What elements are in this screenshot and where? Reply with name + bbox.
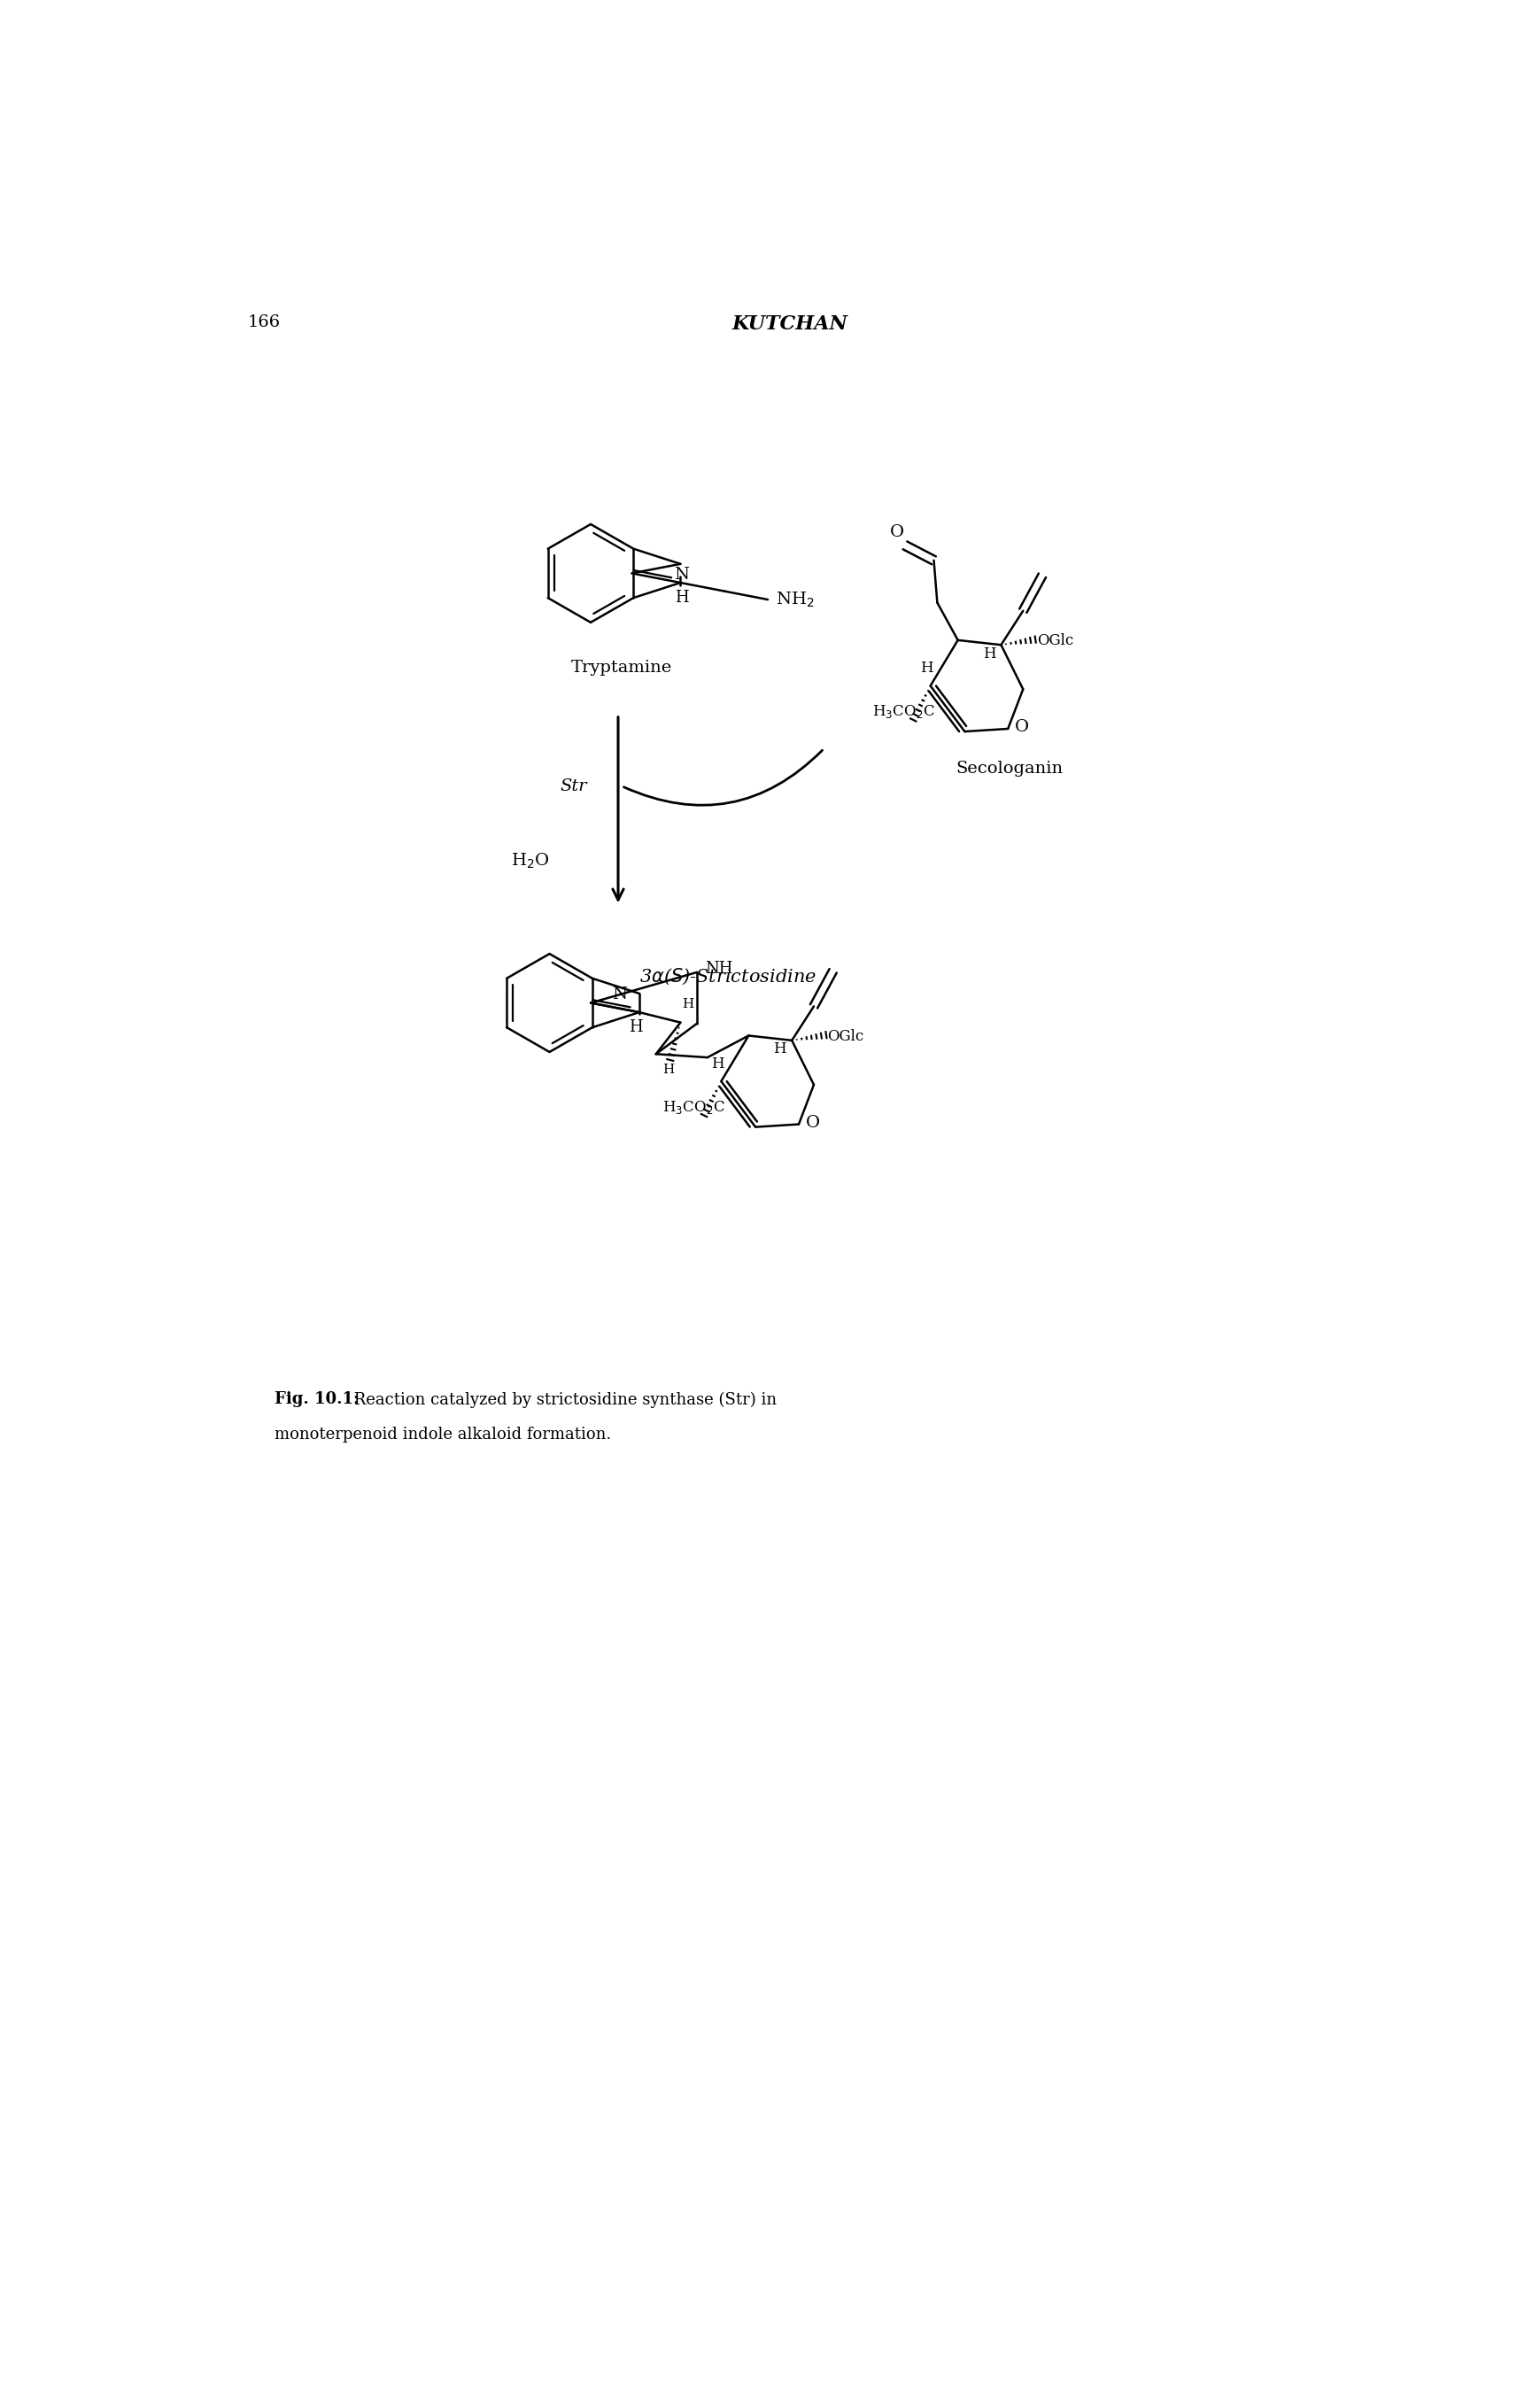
Text: monoterpenoid indole alkaloid formation.: monoterpenoid indole alkaloid formation. <box>274 1427 611 1442</box>
Text: H$_3$CO$_2$C: H$_3$CO$_2$C <box>872 703 935 720</box>
FancyArrowPatch shape <box>624 751 822 806</box>
Text: OGlc: OGlc <box>827 1028 864 1045</box>
Text: NH$_2$: NH$_2$ <box>776 591 815 610</box>
Text: H: H <box>628 1019 642 1035</box>
Text: H: H <box>983 646 995 662</box>
Text: H: H <box>711 1057 724 1071</box>
Text: H$_3$CO$_2$C: H$_3$CO$_2$C <box>662 1100 725 1117</box>
Text: 166: 166 <box>248 313 280 330</box>
Text: Secologanin: Secologanin <box>955 760 1063 777</box>
Text: O: O <box>805 1114 819 1131</box>
Text: N: N <box>675 567 688 583</box>
Text: O: O <box>1015 720 1029 736</box>
Text: H$_2$O: H$_2$O <box>511 851 550 870</box>
Text: Reaction catalyzed by strictosidine synthase (Str) in: Reaction catalyzed by strictosidine synt… <box>350 1392 776 1408</box>
Text: N: N <box>611 987 627 1002</box>
Text: H: H <box>662 1064 673 1076</box>
Text: OGlc: OGlc <box>1036 634 1073 648</box>
Text: 3$\alpha$($S$)-Strictosidine: 3$\alpha$($S$)-Strictosidine <box>639 966 816 987</box>
Text: NH: NH <box>705 961 733 978</box>
Text: Str: Str <box>561 777 587 794</box>
Text: H: H <box>919 660 933 677</box>
Text: H: H <box>773 1042 785 1057</box>
Text: Tryptamine: Tryptamine <box>571 660 671 677</box>
Text: Fig. 10.1:: Fig. 10.1: <box>274 1392 359 1408</box>
Text: O: O <box>889 524 904 540</box>
Text: KUTCHAN: KUTCHAN <box>732 313 847 335</box>
Text: H: H <box>681 997 693 1011</box>
Text: H: H <box>675 591 688 605</box>
